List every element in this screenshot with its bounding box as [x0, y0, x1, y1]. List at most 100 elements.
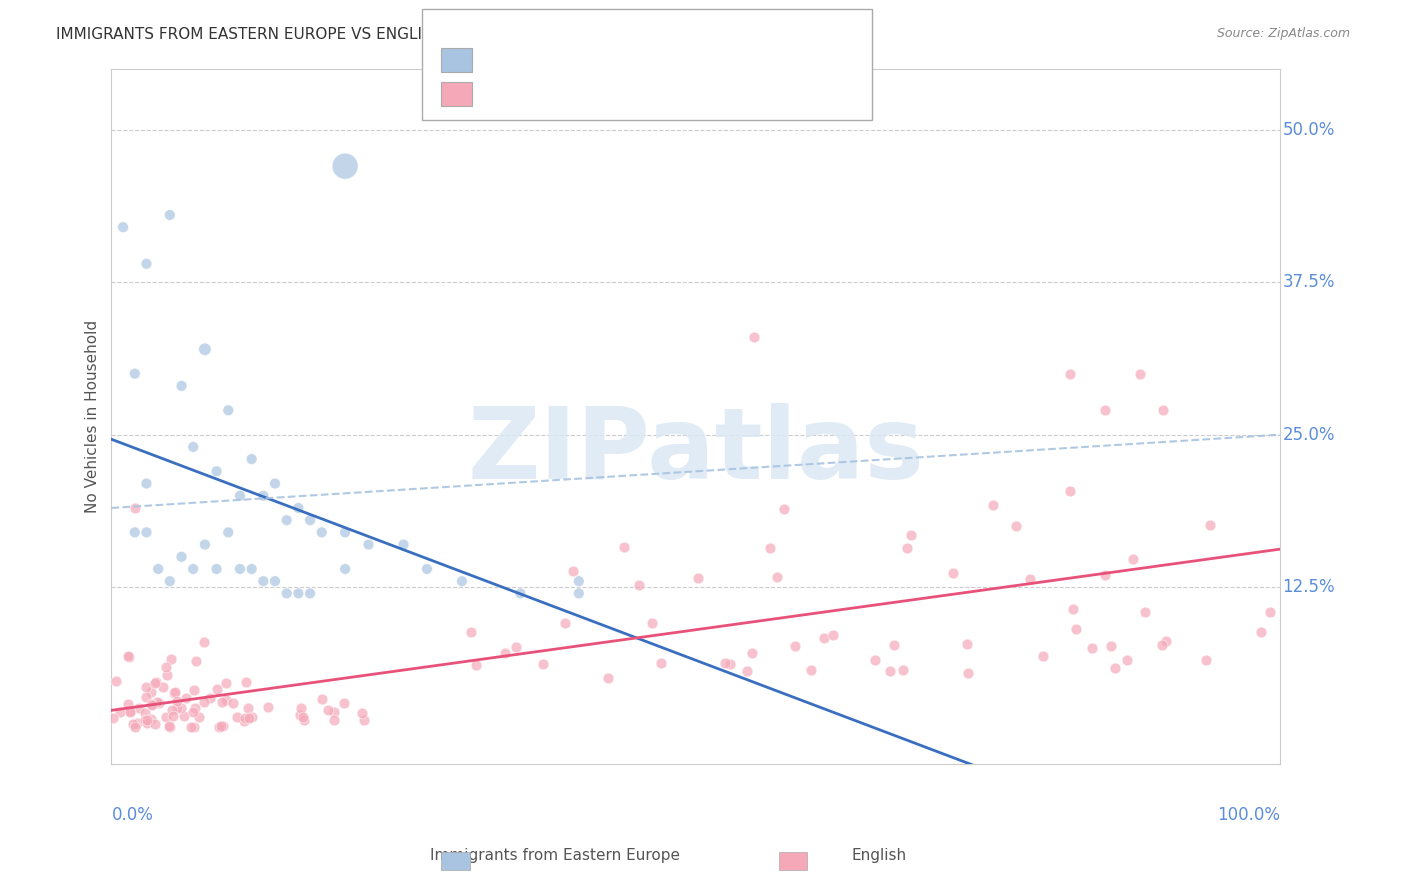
- Point: [1129, 367, 1152, 381]
- Point: [105, 674, 128, 689]
- Point: [146, 562, 169, 576]
- Point: [120, 705, 142, 719]
- Point: [209, 719, 232, 733]
- Point: [1080, 641, 1102, 656]
- Point: [1059, 367, 1081, 381]
- Point: [135, 690, 157, 704]
- Point: [276, 513, 298, 527]
- Point: [823, 628, 845, 642]
- Point: [143, 717, 166, 731]
- Text: ZIPatlas: ZIPatlas: [467, 402, 924, 500]
- Point: [981, 498, 1004, 512]
- Point: [879, 664, 901, 678]
- Point: [568, 586, 591, 600]
- Point: [1199, 517, 1222, 532]
- Y-axis label: No Vehicles in Household: No Vehicles in Household: [86, 320, 100, 513]
- Point: [139, 712, 162, 726]
- Point: [287, 586, 309, 600]
- Point: [252, 489, 274, 503]
- Text: 100.0%: 100.0%: [1218, 806, 1279, 824]
- Text: IMMIGRANTS FROM EASTERN EUROPE VS ENGLISH NO VEHICLES IN HOUSEHOLD CORRELATION C: IMMIGRANTS FROM EASTERN EUROPE VS ENGLIS…: [56, 27, 845, 42]
- Point: [156, 668, 179, 682]
- Point: [1122, 552, 1144, 566]
- Point: [299, 513, 322, 527]
- Point: [155, 660, 177, 674]
- Point: [117, 697, 139, 711]
- Point: [1005, 519, 1028, 533]
- Point: [214, 676, 236, 690]
- Point: [134, 714, 156, 728]
- Point: [714, 656, 737, 670]
- Point: [392, 537, 415, 551]
- Point: [505, 640, 527, 654]
- Point: [333, 525, 356, 540]
- Point: [742, 330, 765, 344]
- Point: [211, 695, 233, 709]
- Point: [124, 720, 146, 734]
- Text: 37.5%: 37.5%: [1282, 273, 1334, 291]
- Point: [1099, 639, 1122, 653]
- Point: [256, 700, 278, 714]
- Point: [451, 574, 474, 589]
- Point: [184, 655, 207, 669]
- Point: [1250, 624, 1272, 639]
- Point: [181, 440, 204, 454]
- Point: [159, 208, 181, 222]
- Point: [357, 537, 380, 551]
- Point: [124, 367, 146, 381]
- Text: R = 0.097   N =  44: R = 0.097 N = 44: [481, 51, 671, 69]
- Point: [688, 571, 710, 585]
- Point: [1062, 602, 1084, 616]
- Point: [208, 720, 231, 734]
- Point: [741, 647, 763, 661]
- Point: [759, 541, 782, 556]
- Point: [160, 703, 183, 717]
- Point: [143, 676, 166, 690]
- Point: [1258, 605, 1281, 619]
- Point: [891, 663, 914, 677]
- Point: [613, 541, 636, 555]
- Point: [183, 720, 205, 734]
- Point: [101, 711, 124, 725]
- Point: [353, 713, 375, 727]
- Point: [238, 711, 260, 725]
- Point: [139, 697, 162, 711]
- Point: [135, 680, 157, 694]
- Point: [288, 708, 311, 723]
- Point: [568, 574, 591, 589]
- Point: [188, 710, 211, 724]
- Point: [311, 525, 333, 540]
- Point: [145, 675, 167, 690]
- Point: [276, 586, 298, 600]
- Point: [1094, 568, 1116, 582]
- Point: [235, 675, 257, 690]
- Point: [287, 500, 309, 515]
- Point: [125, 716, 148, 731]
- Point: [222, 696, 245, 710]
- Point: [956, 637, 979, 651]
- Point: [155, 710, 177, 724]
- Text: 0.0%: 0.0%: [111, 806, 153, 824]
- Point: [813, 631, 835, 645]
- Point: [229, 562, 252, 576]
- Point: [509, 586, 531, 600]
- Point: [1032, 649, 1054, 664]
- Point: [205, 562, 228, 576]
- Point: [1019, 572, 1042, 586]
- Point: [322, 706, 344, 720]
- Point: [1104, 661, 1126, 675]
- Point: [1152, 403, 1174, 417]
- Text: R = 0.325   N = 133: R = 0.325 N = 133: [481, 85, 671, 103]
- Text: Immigrants from Eastern Europe: Immigrants from Eastern Europe: [430, 848, 681, 863]
- Point: [737, 664, 759, 678]
- Point: [135, 525, 157, 540]
- Point: [1059, 483, 1081, 498]
- Point: [193, 635, 215, 649]
- Point: [124, 500, 146, 515]
- Point: [134, 706, 156, 721]
- Text: English: English: [851, 848, 907, 863]
- Point: [766, 570, 789, 584]
- Point: [229, 489, 252, 503]
- Point: [128, 700, 150, 714]
- Point: [141, 698, 163, 712]
